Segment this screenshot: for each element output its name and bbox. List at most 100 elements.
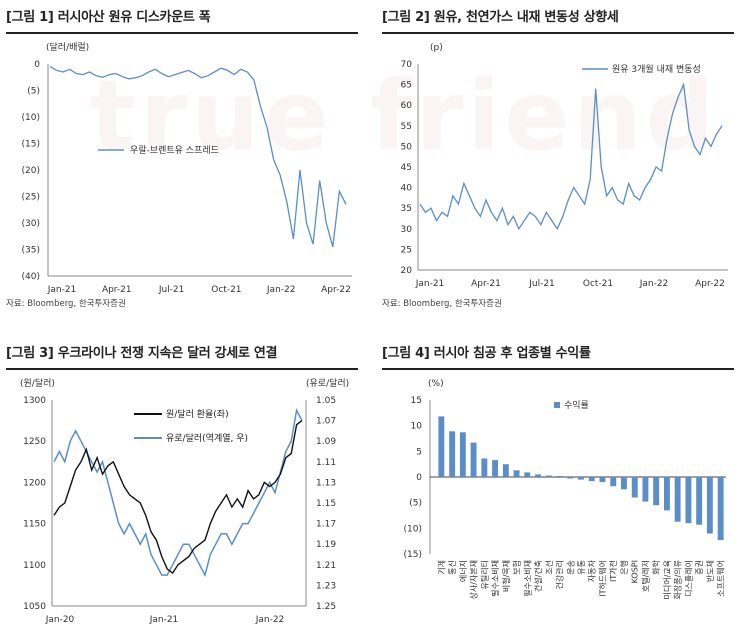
chart-3-y-tick-right: 1.13 xyxy=(316,478,336,488)
panel-1-source: 자료: Bloomberg, 한국투자증권 xyxy=(6,299,126,309)
panel-1: [그림 1] 러시아산 원유 디스카운트 폭 (달러/배럴) 0 (5) (10) (1… xyxy=(6,6,366,314)
panel-2-source: 자료: Bloomberg, 한국투자증권 xyxy=(382,299,502,309)
chart-4-bar xyxy=(588,477,595,482)
chart-2-y-tick: 55 xyxy=(401,122,412,132)
chart-4-category-label: KOSPI xyxy=(631,560,640,583)
chart-3-y-tick-right: 1.05 xyxy=(316,396,336,406)
chart-4-y-tick: 0 xyxy=(416,473,422,483)
chart-2-y-tick: 50 xyxy=(401,142,413,152)
chart-2-x-tick: Jan-21 xyxy=(415,279,445,289)
panel-3-rule xyxy=(6,368,358,370)
chart-3-x-tick: Jan-20 xyxy=(45,615,75,625)
panel-3-title: [그림 3] 우크라이나 전쟁 지속은 달러 강세로 연결 xyxy=(6,346,278,361)
chart-4-bar xyxy=(524,472,531,477)
panel-4-title: [그림 4] 러시아 침공 후 업종별 수익률 xyxy=(382,346,591,361)
chart-3-y-tick-right: 1.17 xyxy=(316,520,336,530)
chart-2-y-tick: 25 xyxy=(401,245,412,255)
chart-3-legend-label-eur: 유로/달러(역계열, 우) xyxy=(166,432,248,444)
chart-3-series-eurusd-line xyxy=(53,407,303,578)
chart-4-category-label: 조선 xyxy=(545,560,554,575)
chart-4-bar xyxy=(502,464,509,477)
chart-4-bar xyxy=(578,477,584,480)
chart-4-category-label: 기계 xyxy=(436,560,446,575)
chart-4-bar xyxy=(438,416,445,477)
chart-4-category-label: 호텔/레저 xyxy=(641,560,650,592)
chart-3-svg: (원/달러) (유로/달러) 1300 1250 1200 1150 1100 1050 1.0… xyxy=(20,377,349,625)
chart-4-category-label: 소프트웨어 xyxy=(716,560,726,597)
chart-2-y-tick: 20 xyxy=(401,266,413,276)
chart-2-y-tick: 45 xyxy=(401,163,412,173)
chart-4-category-label: 필수소비재 xyxy=(522,560,532,597)
chart-4-bar xyxy=(470,442,477,477)
chart-4-bar xyxy=(567,477,574,479)
panel-4: [그림 4] 러시아 침공 후 업종별 수익률 (%) 15 10 5 0 (5) (10)… xyxy=(382,342,742,632)
chart-4-category-label: IT가전 xyxy=(608,560,618,582)
chart-4-category-label: 은행 xyxy=(619,560,629,575)
chart-4-bar xyxy=(610,477,617,487)
chart-1-y-tick: (5) xyxy=(27,87,40,97)
chart-3-x-tick: Jan-21 xyxy=(149,615,179,625)
chart-2-x-tick: Jan-22 xyxy=(639,279,669,289)
chart-1-unit-label: (달러/배럴) xyxy=(46,41,89,53)
chart-4-category-label: 운송 xyxy=(566,560,575,575)
chart-1-x-tick: Oct-21 xyxy=(211,285,241,295)
chart-1-legend-label: 우랄-브렌트유 스프레드 xyxy=(130,145,219,156)
chart-1-y-tick: (30) xyxy=(22,219,40,229)
chart-3-legend-label-krw: 원/달러 환율(좌) xyxy=(166,408,229,420)
chart-3-y-tick-right: 1.21 xyxy=(316,561,336,571)
chart-4-bar xyxy=(706,477,713,534)
chart-3-series-krw-line xyxy=(53,420,303,575)
chart-3-y-tick-right: 1.07 xyxy=(316,417,336,427)
chart-4-bar xyxy=(685,477,692,524)
chart-3-y-tick-right: 1.11 xyxy=(316,458,336,468)
chart-3-y-tick-left: 1250 xyxy=(23,437,46,447)
chart-4-category-label: 건강관리 xyxy=(555,560,565,589)
chart-4-category-label: 화장품/의류 xyxy=(673,560,683,600)
chart-3-y-tick-right: 1.09 xyxy=(316,437,336,447)
chart-3-y-tick-left: 1100 xyxy=(23,561,46,571)
chart-4-category-label: 통신 xyxy=(448,560,457,575)
chart-4-category-label: 증권 xyxy=(694,560,704,575)
watermark: true friend xyxy=(90,60,719,172)
chart-4-category-label: 화학 xyxy=(651,559,661,574)
chart-4-legend-label: 수익률 xyxy=(564,399,589,411)
chart-4-category-label: 미디어/교육 xyxy=(662,560,672,600)
chart-4-bar xyxy=(653,477,660,506)
chart-4-legend-swatch xyxy=(554,402,560,408)
chart-4-bar xyxy=(449,431,456,477)
chart-4-y-tick: 5 xyxy=(416,447,422,457)
chart-1-x-tick: Apr-22 xyxy=(321,285,351,295)
chart-4-bar xyxy=(621,477,627,490)
chart-4-category-label: 비철/목재 xyxy=(501,560,511,592)
chart-1-y-tick: (35) xyxy=(22,246,40,256)
chart-3-y-tick-right: 1.15 xyxy=(316,499,336,509)
chart-4-category-label: 유통 xyxy=(577,560,586,575)
chart-4-bar xyxy=(717,477,724,541)
chart-1-y-tick: 0 xyxy=(34,60,40,70)
chart-2-x-tick: Apr-21 xyxy=(471,279,501,289)
chart-3-y-tick-right: 1.19 xyxy=(316,540,336,550)
chart-2-y-tick: 70 xyxy=(401,60,413,70)
chart-4-category-label: 디스플레이 xyxy=(683,560,693,597)
chart-2-series-line xyxy=(419,82,723,231)
chart-4-bar xyxy=(696,477,703,525)
panel-2-rule xyxy=(382,32,734,34)
chart-3-right-unit: (유로/달러) xyxy=(306,377,349,389)
chart-4-y-tick: (5) xyxy=(409,499,422,509)
chart-4-y-tick: 10 xyxy=(411,422,423,432)
chart-4-category-label: 반도체 xyxy=(705,560,715,582)
panel-2: [그림 2] 원유, 천연가스 내재 변동성 상향세 (p) 70 65 60 55 50… xyxy=(382,6,742,314)
chart-1-y-tick: (20) xyxy=(22,166,40,176)
chart-4-bar xyxy=(459,432,466,477)
chart-4-y-tick: (10) xyxy=(404,524,422,534)
chart-1-y-tick: (40) xyxy=(22,272,40,282)
chart-4-category-label: IT하드웨어 xyxy=(598,560,608,597)
panel-1-rule xyxy=(6,32,358,34)
chart-1-svg: (달러/배럴) 0 (5) (10) (15) (20) (25) (30) (35) (40) J… xyxy=(22,41,352,295)
chart-1-x-tick: Apr-21 xyxy=(102,285,132,295)
chart-3-x-tick: Jan-22 xyxy=(255,615,285,625)
chart-3-y-tick-left: 1150 xyxy=(23,520,46,530)
chart-2-y-tick: 35 xyxy=(401,204,412,214)
chart-4-bar xyxy=(631,477,638,498)
